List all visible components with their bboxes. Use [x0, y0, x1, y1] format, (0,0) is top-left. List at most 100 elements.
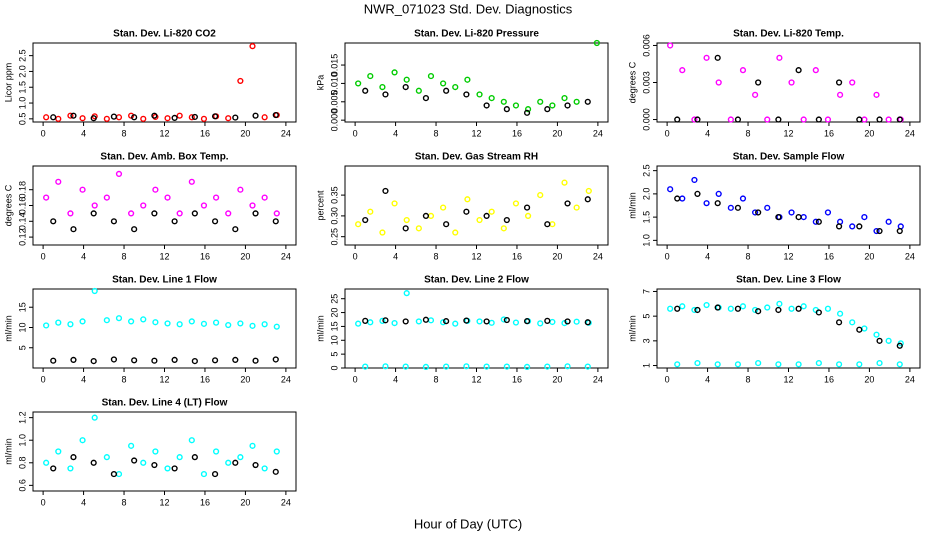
data-point: [79, 318, 86, 325]
x-tick-label: 0: [353, 374, 358, 384]
data-point: [43, 459, 50, 466]
data-point: [103, 194, 110, 201]
data-point: [391, 200, 398, 207]
x-tick-label: 8: [746, 128, 751, 138]
y-tick-label: 5: [329, 352, 339, 357]
x-tick-label: 0: [665, 374, 670, 384]
y-tick-label: 10: [329, 335, 339, 345]
y-tick-label: 0.6: [17, 479, 27, 492]
y-tick-label: 1.2: [17, 411, 27, 424]
data-point: [362, 317, 369, 324]
data-point: [488, 95, 495, 102]
x-tick-label: 4: [81, 251, 86, 261]
data-point: [188, 437, 195, 444]
data-point: [403, 216, 410, 224]
data-point: [856, 116, 863, 123]
data-point: [752, 306, 759, 314]
panel-title: Stan. Dev. Li-820 CO2: [113, 29, 216, 40]
data-point: [232, 459, 239, 466]
data-point: [191, 210, 198, 217]
data-point: [43, 194, 50, 201]
data-point: [464, 196, 471, 203]
y-tick-label: 0.25: [329, 228, 339, 246]
x-tick-label: 12: [783, 128, 793, 138]
x-tick-label: 16: [200, 497, 210, 507]
data-point: [691, 176, 698, 184]
y-axis-label: degrees C: [3, 184, 13, 226]
data-point: [876, 227, 883, 235]
y-tick-label: 0.14: [17, 213, 27, 231]
x-tick-label: 0: [41, 251, 46, 261]
data-point: [50, 357, 57, 364]
data-point: [896, 342, 903, 349]
x-tick-label: 8: [434, 374, 439, 384]
data-point: [403, 76, 410, 83]
data-point: [544, 363, 551, 370]
data-point: [176, 321, 183, 328]
data-point: [764, 204, 771, 211]
data-point: [128, 318, 135, 325]
data-point: [67, 210, 74, 217]
data-point: [856, 223, 863, 230]
data-point: [50, 114, 57, 121]
data-point: [422, 363, 430, 370]
data-point: [140, 459, 147, 466]
y-tick-label: 1.5: [641, 211, 651, 224]
y-tick-label: 25: [329, 294, 339, 304]
data-point: [70, 112, 77, 119]
y-tick-label: 0.30: [329, 207, 339, 225]
data-point: [523, 318, 531, 325]
y-tick-label: 0.16: [17, 197, 27, 215]
data-point: [382, 187, 389, 195]
x-tick-label: 0: [353, 128, 358, 138]
x-tick-label: 20: [864, 374, 874, 384]
data-point: [896, 361, 903, 368]
data-point: [755, 209, 762, 216]
data-point: [152, 319, 159, 326]
data-point: [873, 227, 880, 235]
data-point: [500, 225, 507, 232]
data-point: [225, 321, 232, 329]
x-tick-label: 12: [471, 251, 481, 261]
data-point: [362, 363, 369, 370]
y-tick-label: 0.18: [17, 181, 27, 199]
y-tick-label: 1: [641, 363, 651, 368]
data-point: [402, 318, 409, 325]
data-point: [171, 218, 178, 225]
y-axis-label: ml/min: [627, 192, 637, 219]
data-point: [694, 190, 701, 197]
data-point: [463, 317, 470, 324]
data-point: [523, 109, 531, 116]
data-point: [876, 337, 883, 344]
data-point: [488, 319, 495, 326]
x-tick-label: 12: [471, 128, 481, 138]
data-point: [776, 300, 783, 307]
y-axis-label: ml/min: [3, 438, 13, 465]
x-tick-label: 24: [905, 251, 915, 261]
data-point: [103, 454, 110, 461]
data-point: [273, 210, 280, 217]
data-point: [55, 319, 62, 326]
data-point: [50, 218, 57, 225]
data-point: [739, 195, 747, 202]
data-point: [422, 95, 430, 102]
x-tick-label: 20: [552, 374, 562, 384]
data-point: [131, 226, 138, 233]
data-point: [849, 79, 856, 86]
x-tick-label: 12: [783, 251, 793, 261]
x-tick-label: 16: [512, 251, 522, 261]
data-point: [261, 465, 268, 472]
data-point: [755, 79, 762, 86]
data-point: [561, 95, 568, 102]
data-point: [79, 186, 86, 193]
data-point: [503, 316, 510, 324]
data-point: [91, 414, 98, 421]
x-tick-label: 24: [281, 251, 291, 261]
data-point: [674, 195, 681, 202]
data-point: [776, 54, 783, 61]
data-point: [691, 116, 698, 123]
data-point: [715, 190, 722, 197]
data-point: [355, 80, 362, 87]
data-point: [795, 67, 802, 74]
data-point: [715, 79, 722, 86]
